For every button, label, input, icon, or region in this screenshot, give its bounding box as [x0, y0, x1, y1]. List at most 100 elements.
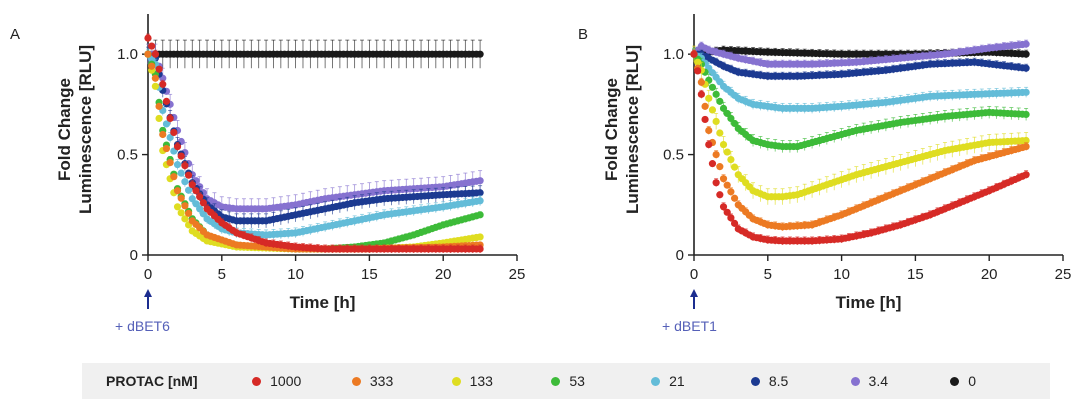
series-0	[144, 39, 484, 69]
data-point	[192, 187, 200, 195]
legend-item: 8.5	[750, 373, 851, 389]
y-tick-label: 1.0	[117, 46, 138, 63]
data-point	[166, 114, 174, 123]
y-tick-label: 0.5	[663, 147, 684, 164]
legend-label: 1000	[270, 373, 302, 389]
data-point	[184, 171, 193, 179]
series-1000	[144, 33, 484, 253]
data-point	[727, 188, 735, 196]
data-point	[196, 205, 204, 213]
x-tick-label: 15	[907, 266, 924, 283]
x-tick-label: 5	[764, 266, 772, 283]
legend-item: 1000	[252, 373, 352, 389]
data-point	[697, 78, 705, 86]
data-point	[727, 214, 735, 222]
data-point	[716, 97, 724, 105]
legend-marker	[252, 376, 262, 386]
data-point	[697, 90, 705, 98]
data-point	[170, 128, 178, 137]
data-point	[144, 50, 152, 58]
data-point	[1022, 50, 1030, 58]
data-point	[155, 102, 163, 110]
legend-title: PROTAC [nM]	[106, 373, 198, 389]
data-point	[177, 209, 185, 217]
treatment-label: + dBET6	[115, 318, 170, 334]
data-point	[712, 150, 720, 159]
legend: PROTAC [nM] 1000 333 133 53 21 8.5 3.4 0	[82, 363, 1050, 399]
data-point	[723, 148, 731, 156]
data-point	[173, 187, 182, 195]
data-point	[166, 159, 174, 167]
y-axis-title: Fold Change	[602, 78, 621, 181]
y-tick-label: 0.5	[117, 147, 138, 164]
x-tick-label: 0	[690, 266, 698, 283]
data-point	[730, 163, 739, 171]
data-point	[708, 160, 717, 168]
data-point	[690, 50, 698, 58]
legend-item: 3.4	[850, 373, 951, 389]
data-point	[144, 34, 152, 42]
data-point	[723, 109, 731, 118]
legend-label: 0	[968, 373, 977, 389]
x-tick-label: 20	[435, 266, 452, 283]
x-tick-label: 25	[509, 266, 526, 283]
data-point	[151, 74, 159, 82]
data-point	[716, 191, 724, 199]
data-point	[177, 194, 185, 202]
data-point	[177, 169, 185, 177]
data-point	[476, 233, 484, 241]
legend-item: 53	[551, 373, 651, 389]
x-tick-label: 20	[981, 266, 998, 283]
data-point	[1022, 110, 1030, 119]
data-point	[1022, 88, 1030, 96]
data-point	[723, 181, 731, 189]
data-point	[148, 55, 156, 63]
data-point	[148, 62, 156, 70]
series-21	[690, 48, 1030, 114]
legend-item: 133	[451, 373, 552, 389]
data-point	[730, 194, 739, 202]
data-point	[192, 200, 200, 208]
series-8-5	[144, 46, 484, 228]
chart-panel-a: A 0 5 10 15 20 25 0 0.5 1.0 Time [h] Fold Change Lum…	[10, 14, 525, 334]
data-point	[155, 114, 163, 123]
legend-label: 8.5	[768, 373, 789, 389]
data-point	[476, 197, 484, 205]
series-21	[144, 48, 484, 240]
y-axis-title: Fold Change	[55, 78, 74, 181]
data-point	[173, 161, 182, 169]
x-tick-label: 10	[287, 266, 304, 283]
series-333	[690, 49, 1030, 231]
legend-marker	[850, 376, 860, 386]
data-point	[705, 140, 713, 149]
data-point	[177, 152, 185, 160]
legend-label: 21	[669, 373, 685, 389]
data-point	[173, 142, 182, 151]
x-axis-title: Time [h]	[290, 293, 356, 312]
treatment-arrow-head	[690, 289, 698, 297]
data-point	[159, 130, 167, 139]
y-tick-label: 0	[130, 247, 138, 264]
data-point	[716, 129, 724, 137]
legend-marker	[551, 376, 561, 386]
legend-label: 133	[469, 373, 493, 389]
series-1000	[690, 49, 1030, 245]
data-point	[151, 50, 159, 58]
legend-label: 333	[369, 373, 394, 389]
data-point	[476, 211, 484, 219]
data-point	[694, 67, 702, 75]
data-point	[173, 203, 182, 211]
y-axis-title: Luminescence [RLU]	[76, 45, 95, 214]
y-axis-title: Luminescence [RLU]	[623, 45, 642, 214]
data-point	[708, 106, 717, 114]
data-point	[151, 82, 159, 90]
legend-marker	[351, 376, 361, 386]
data-point	[705, 94, 713, 102]
legend-item: 0	[950, 373, 1050, 389]
data-point	[719, 104, 728, 112]
data-point	[701, 115, 709, 124]
legend-label: 53	[569, 373, 585, 389]
legend-marker	[651, 376, 661, 386]
data-point	[730, 119, 739, 128]
